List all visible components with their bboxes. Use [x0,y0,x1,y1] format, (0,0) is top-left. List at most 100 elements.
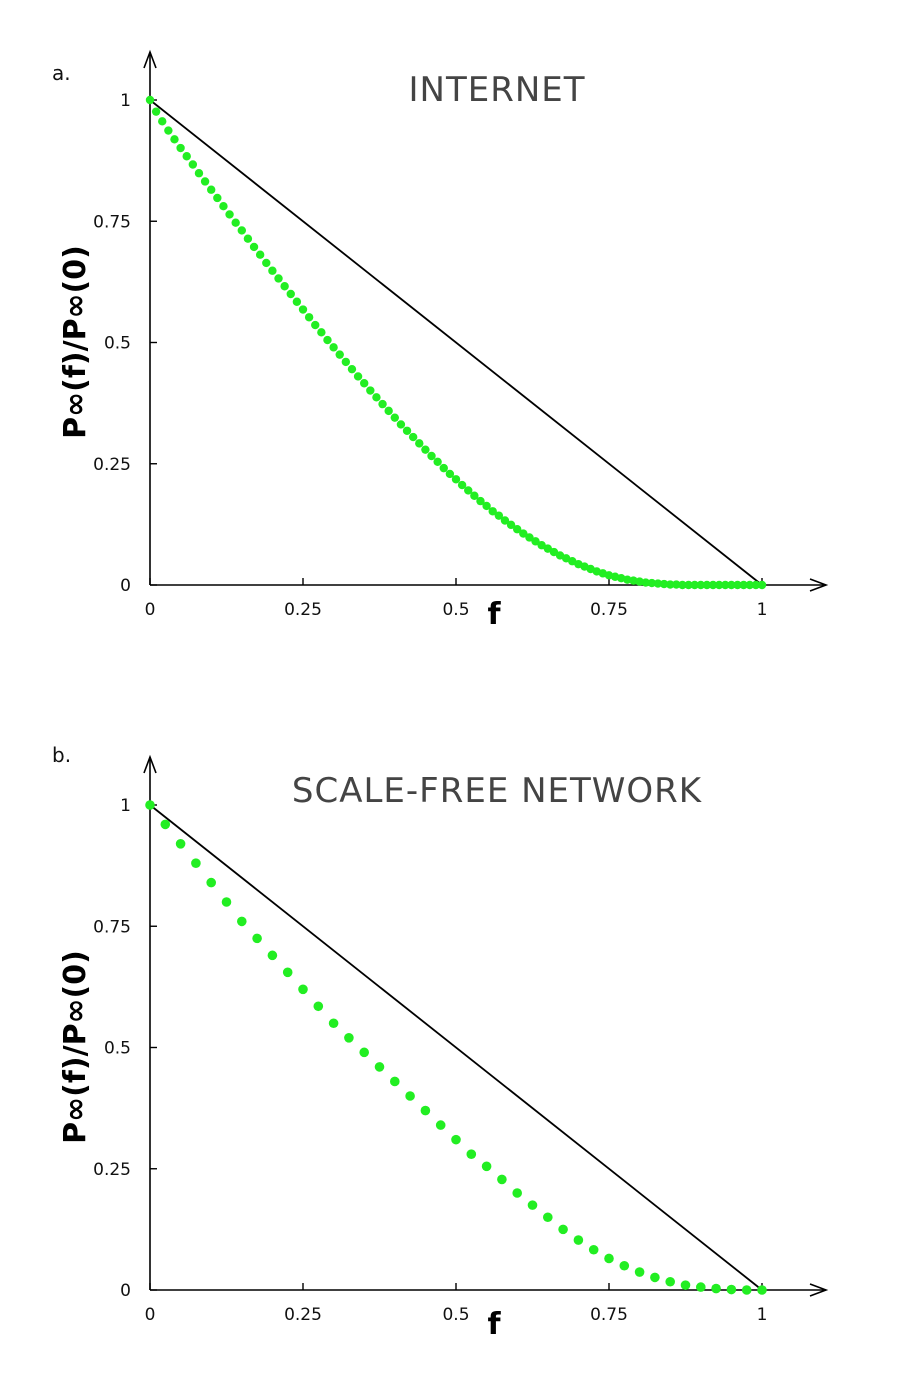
chart-a-data-point [194,169,204,178]
chart-a-data-point [745,580,754,590]
chart-b-data-point [696,1282,706,1292]
chart-a-data-point [170,135,179,144]
chart-a-data-point [347,364,357,374]
chart-a-data-point [543,544,552,553]
chart-a-y-axis-arrow [143,49,157,69]
chart-a-data-point [733,580,742,590]
chart-a-data-point [145,95,155,105]
chart-a-data-point [647,578,657,588]
chart-a-data-point [727,580,736,590]
chart-a-data-point [164,126,173,135]
chart-b-data-point [420,1105,431,1116]
chart-b-data-point [405,1091,415,1101]
chart-a-data-point [659,579,669,589]
chart-b-data-point [588,1244,599,1255]
chart-a-data-point [739,580,748,590]
chart-a-data-point [317,328,326,337]
chart-a-data-point [366,386,375,395]
chart-a-data-point [488,507,497,516]
chart-a-data-point [470,491,479,500]
chart-b-data-point [634,1267,645,1277]
chart-b-data-point [237,916,247,927]
chart-b-data-point [160,819,171,830]
chart-a-data-point [708,580,718,590]
chart-a-data-point [690,580,699,590]
chart-a-data-point [457,480,467,490]
chart-b-data-point [512,1188,522,1198]
chart-a-data-point [402,426,412,435]
chart-a-data-point [158,117,167,126]
chart-a-data-point [243,234,253,243]
chart-a-data-point [390,413,399,422]
chart-b-data-point [282,967,293,978]
chart-a-x-axis-label: f [487,597,501,632]
chart-a-data-point [304,313,314,322]
chart-a-data-point [311,320,320,330]
chart-a-data-point [696,580,705,590]
chart-b-data-point [527,1200,538,1210]
chart-b-data-point [604,1253,614,1264]
chart-a-data-point [451,475,461,484]
chart-b-data-point [374,1062,385,1072]
chart-b-reference-line [149,804,763,1291]
chart-a-data-point [151,107,161,116]
chart-a-data-point [464,486,473,495]
chart-a-data-point [494,511,504,520]
chart-a-data-point [549,547,559,557]
chart-b-data-point [466,1149,477,1159]
chart-b-data-point [359,1047,370,1058]
chart-a-data-point [219,202,228,211]
chart-a-data-point [427,451,436,461]
chart-b-x-tick-label: 0.25 [284,1305,322,1325]
chart-b-data-point [191,858,201,868]
chart-a-data-point [231,218,240,227]
chart-a-data-point [286,289,295,299]
chart-a-data-point [408,432,418,442]
chart-b-data-point [665,1276,675,1287]
chart-a-data-point [757,580,767,590]
chart-b-data-point [313,1001,324,1012]
chart-a-data-point [439,463,448,473]
chart-a-reference-line [149,99,763,586]
chart-b-data-point [390,1076,400,1087]
chart-a-data-point [531,537,540,546]
chart-a-data-point [684,580,693,590]
chart-a-data-point [335,350,344,359]
chart-a-data-point [653,579,663,588]
chart-a-data-point [421,445,430,454]
chart-b-data-point [328,1018,339,1029]
chart-a-data-point [415,439,424,448]
chart-a-x-tick-label: 1 [757,600,768,620]
chart-a-data-point [500,516,510,525]
chart-b-data-point [757,1285,767,1295]
chart-a-data-point [182,152,191,161]
chart-a-data-point [207,185,216,194]
chart-b-data-point [573,1235,584,1245]
chart-b-data-point [145,800,155,810]
chart-b-data-point [267,950,278,961]
chart-a-data-point [666,580,675,589]
chart-a-data-point [274,274,283,283]
chart-a-data-point [188,160,198,169]
chart-b-y-axis-arrow [143,754,157,774]
chart-a-data-point [225,210,234,219]
chart-a-data-point [353,372,363,381]
chart-b-data-point [481,1161,492,1172]
chart-b-x-tick-label: 0.75 [590,1305,628,1325]
chart-b-data-point [344,1033,354,1043]
chart-b-data-point [726,1284,737,1295]
chart-a-y-tick-label: 0.25 [93,455,131,475]
chart-a-data-point [372,393,381,402]
chart-b-y-tick-label: 0.75 [93,917,131,937]
chart-a-data-point [396,420,406,429]
chart-a-data-point [298,305,308,314]
chart-a-data-point [519,529,528,538]
chart-a-data-point [714,580,724,590]
chart-b-data-point [619,1260,630,1271]
chart-b-data-point [711,1283,721,1294]
chart-b-data-point [221,897,232,907]
chart-a-data-point [280,282,289,291]
chart-a-data-point [249,242,259,252]
chart-b-x-tick-label: 1 [757,1305,768,1325]
